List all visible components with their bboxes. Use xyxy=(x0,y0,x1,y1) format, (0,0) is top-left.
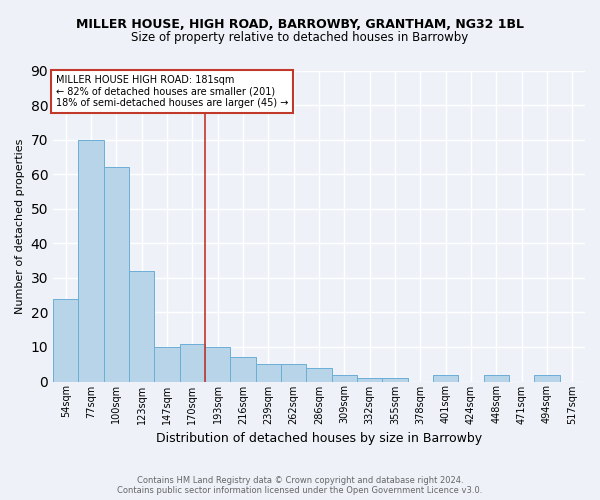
Bar xyxy=(357,378,382,382)
Text: MILLER HOUSE HIGH ROAD: 181sqm
← 82% of detached houses are smaller (201)
18% of: MILLER HOUSE HIGH ROAD: 181sqm ← 82% of … xyxy=(56,75,288,108)
Bar xyxy=(433,374,458,382)
Text: Contains HM Land Registry data © Crown copyright and database right 2024.: Contains HM Land Registry data © Crown c… xyxy=(137,476,463,485)
Bar xyxy=(205,347,230,382)
Bar xyxy=(256,364,281,382)
Text: Size of property relative to detached houses in Barrowby: Size of property relative to detached ho… xyxy=(131,31,469,44)
Bar xyxy=(281,364,307,382)
Bar xyxy=(307,368,332,382)
Bar xyxy=(535,374,560,382)
Text: MILLER HOUSE, HIGH ROAD, BARROWBY, GRANTHAM, NG32 1BL: MILLER HOUSE, HIGH ROAD, BARROWBY, GRANT… xyxy=(76,18,524,30)
Bar xyxy=(230,358,256,382)
Bar xyxy=(79,140,104,382)
Y-axis label: Number of detached properties: Number of detached properties xyxy=(15,138,25,314)
Bar xyxy=(332,374,357,382)
Bar xyxy=(154,347,179,382)
Bar xyxy=(484,374,509,382)
Bar xyxy=(382,378,407,382)
Bar xyxy=(129,271,154,382)
Bar xyxy=(104,168,129,382)
Bar xyxy=(53,298,79,382)
Text: Contains public sector information licensed under the Open Government Licence v3: Contains public sector information licen… xyxy=(118,486,482,495)
X-axis label: Distribution of detached houses by size in Barrowby: Distribution of detached houses by size … xyxy=(156,432,482,445)
Bar xyxy=(179,344,205,382)
